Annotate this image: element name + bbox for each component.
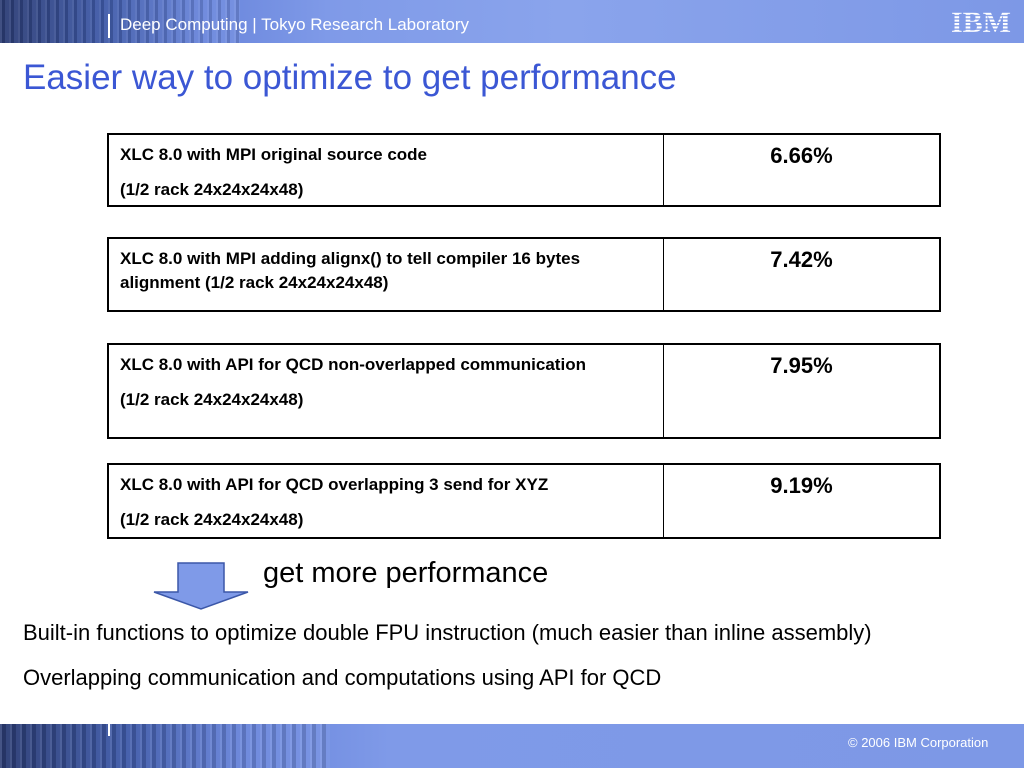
result-description: XLC 8.0 with MPI original source code (1… bbox=[109, 135, 664, 205]
svg-text:IBM: IBM bbox=[951, 6, 1011, 36]
result-description: XLC 8.0 with API for QCD non-overlapped … bbox=[109, 345, 664, 437]
result-description-line: XLC 8.0 with API for QCD overlapping 3 s… bbox=[120, 475, 549, 494]
footer-stripes bbox=[0, 724, 330, 768]
down-arrow-icon bbox=[153, 562, 249, 610]
footer-divider bbox=[108, 724, 110, 736]
result-description-line: (1/2 rack 24x24x24x48) bbox=[120, 180, 304, 199]
result-description-line: XLC 8.0 with MPI original source code bbox=[120, 145, 428, 164]
result-description-line: XLC 8.0 with API for QCD non-overlapped … bbox=[120, 355, 586, 374]
result-value: 7.42% bbox=[770, 247, 833, 272]
copyright-label: © 2006 IBM Corporation bbox=[848, 735, 989, 750]
header-stripes bbox=[0, 0, 240, 43]
header-divider bbox=[108, 14, 110, 38]
conclusion-line: Overlapping communication and computatio… bbox=[23, 665, 662, 690]
result-table: XLC 8.0 with MPI original source code (1… bbox=[107, 133, 941, 207]
performance-caption: get more performance bbox=[263, 557, 549, 589]
result-table: XLC 8.0 with API for QCD non-overlapped … bbox=[107, 343, 941, 439]
header-band: Deep Computing | Tokyo Research Laborato… bbox=[0, 0, 1024, 43]
result-description: XLC 8.0 with MPI adding alignx() to tell… bbox=[109, 239, 664, 310]
conclusion-line: Built-in functions to optimize double FP… bbox=[23, 620, 872, 645]
ibm-logo-icon: IBM bbox=[951, 6, 1011, 36]
result-value: 6.66% bbox=[770, 143, 833, 168]
result-value: 7.95% bbox=[770, 353, 833, 378]
slide-title: Easier way to optimize to get performanc… bbox=[23, 58, 677, 97]
result-description: XLC 8.0 with API for QCD overlapping 3 s… bbox=[109, 465, 664, 537]
department-label: Deep Computing | Tokyo Research Laborato… bbox=[120, 15, 470, 34]
result-description-line: (1/2 rack 24x24x24x48) bbox=[120, 510, 304, 529]
footer-band: © 2006 IBM Corporation bbox=[0, 724, 1024, 768]
result-description-line: XLC 8.0 with MPI adding alignx() to tell… bbox=[120, 249, 581, 292]
result-table: XLC 8.0 with MPI adding alignx() to tell… bbox=[107, 237, 941, 312]
result-description-line: (1/2 rack 24x24x24x48) bbox=[120, 390, 304, 409]
result-table: XLC 8.0 with API for QCD overlapping 3 s… bbox=[107, 463, 941, 539]
result-value: 9.19% bbox=[770, 473, 833, 498]
